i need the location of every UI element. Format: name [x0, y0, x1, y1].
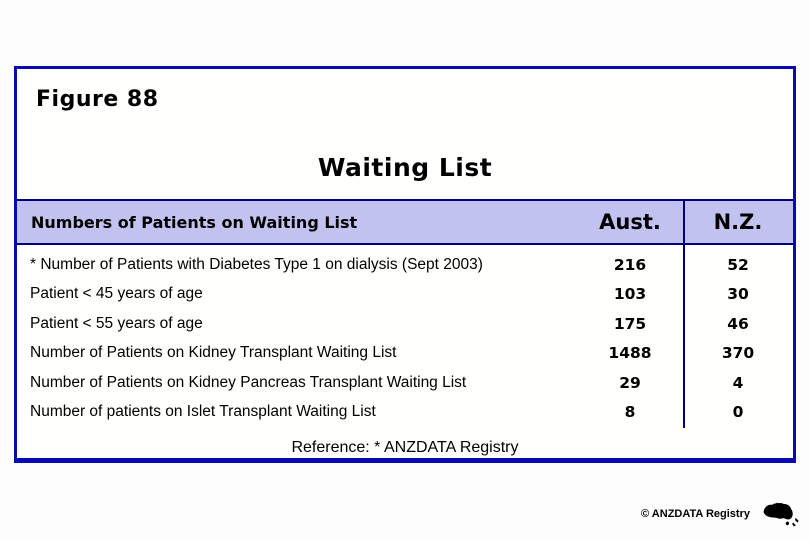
page-title: Waiting List [317, 153, 493, 182]
row-value-nz: 52 [727, 255, 749, 274]
table-row: Patient < 45 years of age 103 30 [17, 280, 793, 310]
table-header-label: Numbers of Patients on Waiting List [31, 212, 358, 232]
table-body: * Number of Patients with Diabetes Type … [17, 250, 793, 427]
row-label: Number of Patients on Kidney Pancreas Tr… [30, 373, 467, 391]
reference-note: Reference: * ANZDATA Registry [291, 439, 519, 456]
row-value-nz: 0 [732, 403, 744, 422]
column-divider [683, 199, 685, 428]
row-value-aust: 175 [613, 314, 647, 333]
table-row: Number of Patients on Kidney Transplant … [17, 339, 793, 369]
row-label: * Number of Patients with Diabetes Type … [30, 255, 483, 273]
table-header-row: Numbers of Patients on Waiting List Aust… [17, 199, 793, 245]
figure-label: Figure 88 [36, 87, 159, 112]
row-value-nz: 4 [732, 373, 744, 392]
column-header-aust: Aust. [599, 210, 661, 234]
row-label: Number of Patients on Kidney Transplant … [30, 344, 397, 362]
figure-box: Figure 88 Waiting List Numbers of Patien… [14, 66, 796, 463]
table-row: * Number of Patients with Diabetes Type … [17, 250, 793, 280]
row-label: Patient < 45 years of age [30, 285, 203, 303]
row-value-nz: 46 [727, 314, 749, 333]
row-value-aust: 216 [613, 255, 647, 274]
australia-nz-map-icon [763, 502, 799, 527]
footer: © ANZDATA Registry [641, 498, 800, 530]
table-row: Number of patients on Islet Transplant W… [17, 398, 793, 428]
table-row: Number of Patients on Kidney Pancreas Tr… [17, 368, 793, 398]
row-value-aust: 8 [624, 403, 636, 422]
copyright-text: © ANZDATA Registry [641, 508, 750, 520]
row-value-aust: 103 [613, 285, 647, 304]
table-row: Patient < 55 years of age 175 46 [17, 309, 793, 339]
row-label: Number of patients on Islet Transplant W… [30, 403, 376, 421]
row-value-aust: 1488 [608, 344, 652, 363]
column-header-nz: N.Z. [713, 210, 763, 234]
row-value-aust: 29 [619, 373, 641, 392]
row-label: Patient < 55 years of age [30, 314, 203, 332]
row-value-nz: 370 [721, 344, 755, 363]
row-value-nz: 30 [727, 285, 749, 304]
